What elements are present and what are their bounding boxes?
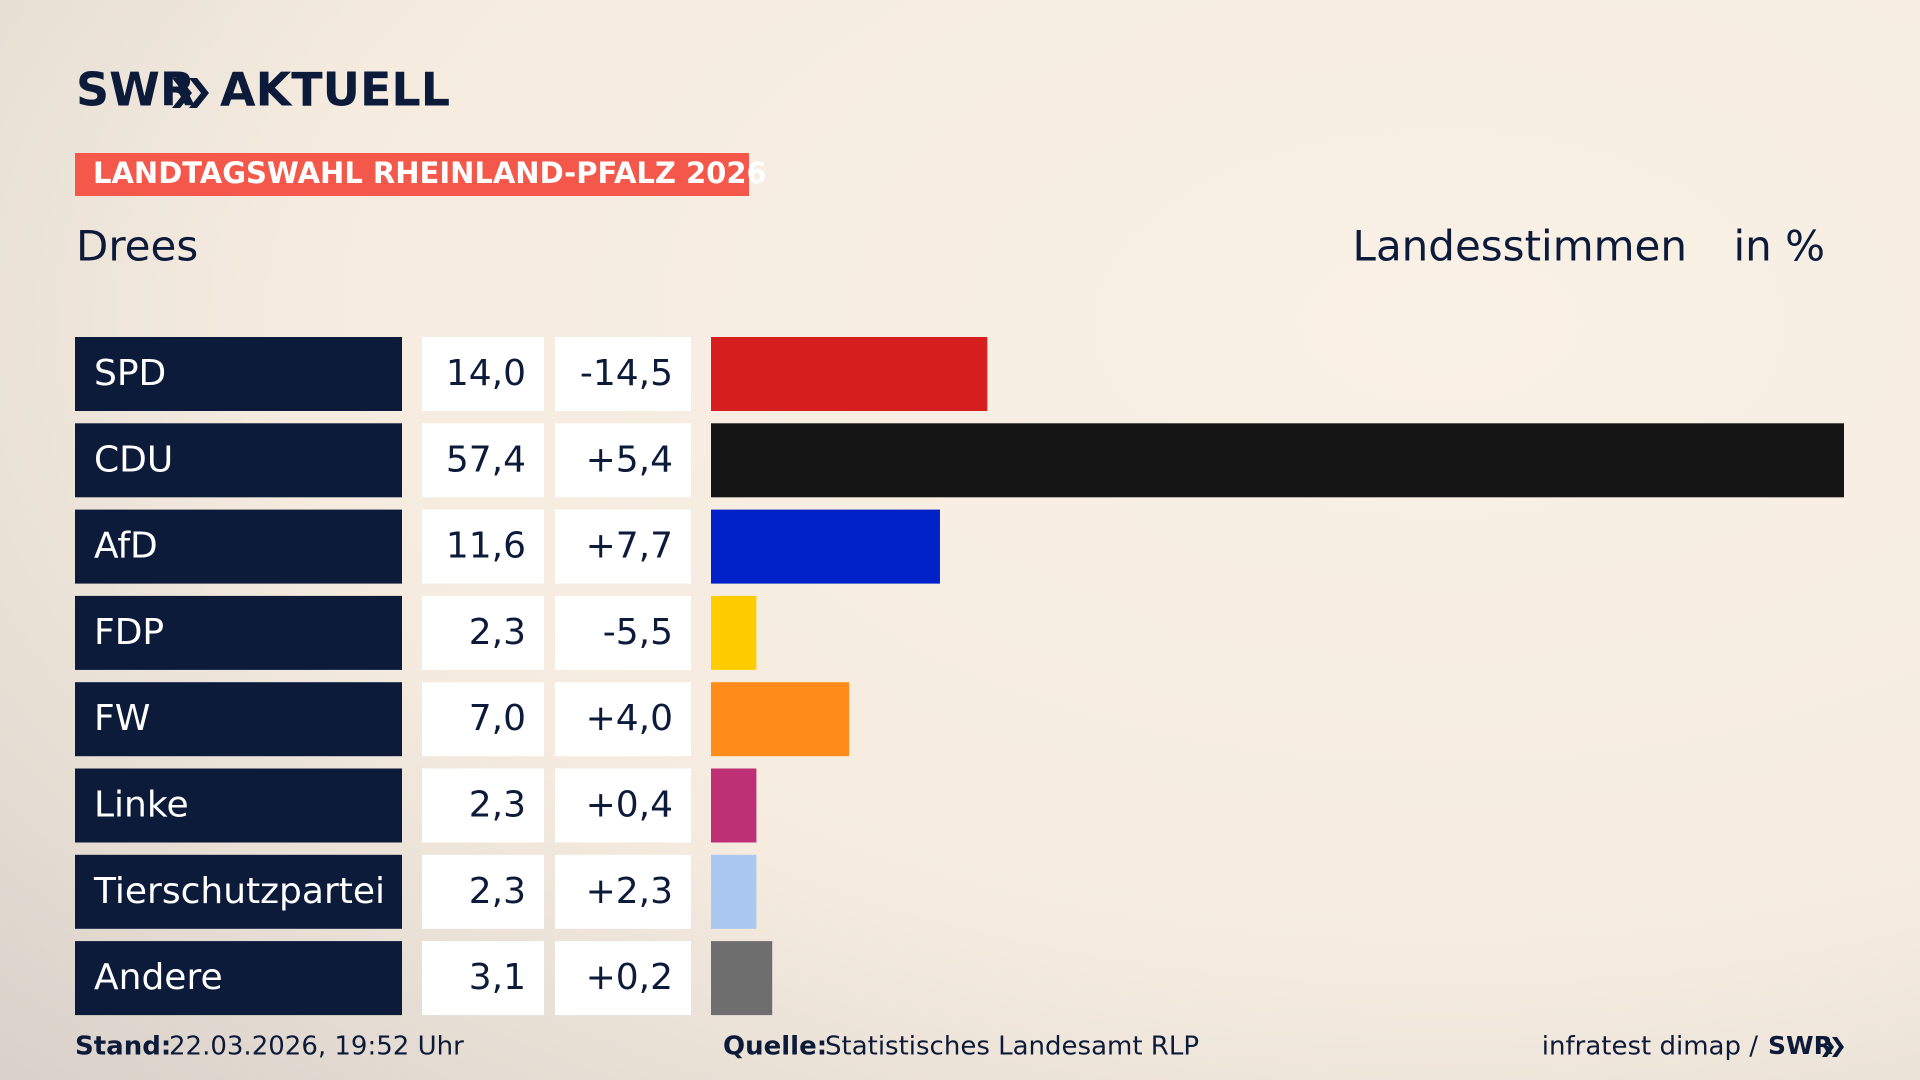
value-label: 2,3 (469, 785, 526, 826)
value-label: 14,0 (446, 353, 526, 394)
rows: SPD 14,0 -14,5 CDU 57,4 +5,4 AfD 11,6 +7,7 FDP 2,3… (75, 337, 1844, 1016)
value-label: 57,4 (446, 439, 526, 480)
change-label: -14,5 (580, 353, 673, 394)
bar (711, 423, 1844, 498)
value-box (422, 509, 544, 584)
change-box (555, 768, 691, 843)
change-label: +7,7 (586, 526, 673, 567)
credit-chevrons (1822, 1037, 1844, 1057)
category-label: FW (94, 698, 150, 739)
change-box (555, 423, 691, 498)
change-box (555, 854, 691, 929)
change-label: -5,5 (603, 612, 673, 653)
change-box (555, 509, 691, 584)
brand: SWR (76, 63, 195, 117)
value-box (422, 337, 544, 411)
label-box (75, 595, 402, 670)
category-label: Linke (94, 785, 189, 826)
category-label: CDU (94, 439, 173, 480)
change-label: +0,4 (586, 785, 673, 826)
brand-chevrons (172, 78, 209, 108)
change-box (555, 941, 691, 1016)
bar (711, 941, 773, 1016)
change-label: +5,4 (586, 439, 673, 480)
change-box (555, 337, 691, 411)
value-label: 2,3 (469, 612, 526, 653)
source-label: Quelle: (723, 1032, 827, 1062)
stand: 22.03.2026, 19:52 Uhr (169, 1032, 464, 1062)
value-box (422, 768, 544, 843)
category-label: Tierschutzpartei (93, 871, 385, 912)
bar (711, 509, 940, 584)
value-title: Landesstimmen (1353, 222, 1687, 271)
credit-brand: SWR (1768, 1031, 1833, 1060)
bar (711, 595, 757, 670)
value-box (422, 423, 544, 498)
category-label: Andere (94, 957, 223, 998)
change-label: +0,2 (586, 957, 673, 998)
title-badge (75, 153, 749, 196)
change-box (555, 682, 691, 757)
change-box (555, 595, 691, 670)
value-label: 7,0 (469, 698, 526, 739)
category-label: AfD (94, 526, 158, 567)
bar (711, 768, 757, 843)
category-label: FDP (94, 612, 164, 653)
credit: infratest dimap / (1542, 1032, 1758, 1062)
bar (711, 682, 850, 757)
chart-title: LANDTAGSWAHL RHEINLAND-PFALZ 2026 (93, 156, 767, 190)
subtitle: Drees (76, 222, 198, 271)
value-box (422, 682, 544, 757)
bar (711, 854, 757, 929)
value-box (422, 595, 544, 670)
label-box (75, 509, 402, 584)
change-label: +4,0 (586, 698, 673, 739)
stand-label: Stand: (75, 1032, 171, 1062)
label-box (75, 337, 402, 411)
unit-label: in % (1733, 222, 1825, 271)
change-label: +2,3 (586, 871, 673, 912)
label-box (75, 682, 402, 757)
value-label: 3,1 (469, 957, 526, 998)
value-box (422, 854, 544, 929)
value-label: 11,6 (446, 526, 526, 567)
brand-product: AKTUELL (220, 63, 450, 117)
label-box (75, 768, 402, 843)
value-box (422, 941, 544, 1016)
label-box (75, 423, 402, 498)
label-box (75, 941, 402, 1016)
source: Statistisches Landesamt RLP (825, 1032, 1199, 1062)
bar (711, 337, 988, 411)
category-label: SPD (94, 353, 166, 394)
value-label: 2,3 (469, 871, 526, 912)
label-box (75, 854, 402, 929)
